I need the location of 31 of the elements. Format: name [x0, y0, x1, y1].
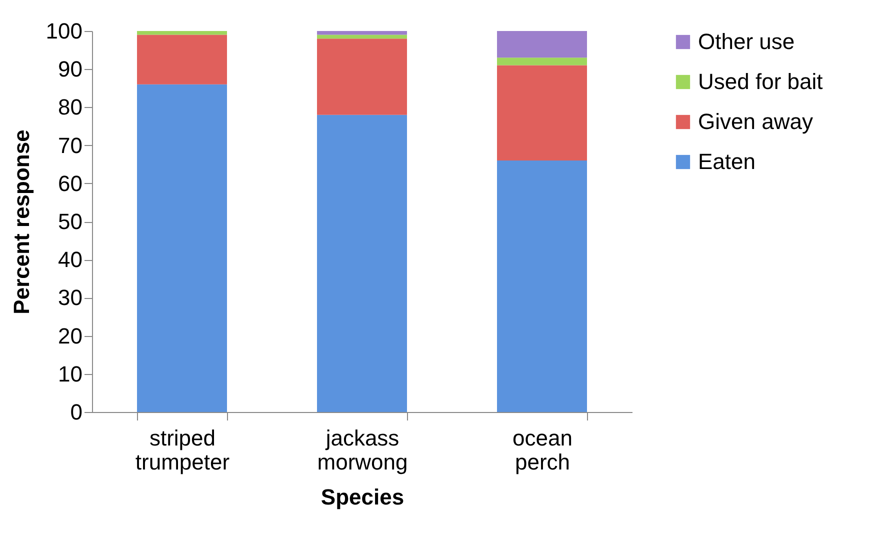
y-tick-label: 10 — [58, 361, 82, 386]
x-tick-label: jackass morwong — [317, 426, 408, 474]
y-tick-label: 40 — [58, 247, 82, 272]
bar — [137, 84, 227, 412]
legend-label: Other use — [698, 29, 795, 54]
y-tick-label: 60 — [58, 170, 82, 196]
x-tick-label: striped trumpeter — [135, 426, 230, 474]
legend-label: Eaten — [698, 149, 756, 174]
bar — [137, 34, 227, 84]
legend-label: Used for bait — [698, 69, 823, 94]
y-tick-label: 90 — [58, 56, 82, 82]
y-tick-label: 70 — [58, 132, 82, 158]
y-tick-label: 80 — [58, 94, 82, 120]
legend-label: Given away — [698, 109, 813, 134]
bar — [137, 31, 227, 35]
y-tick-label: 30 — [58, 285, 82, 310]
bar — [317, 114, 407, 412]
x-axis-title: Species — [320, 484, 404, 510]
y-axis-title: Percent response — [8, 130, 34, 314]
bar — [497, 31, 587, 58]
bar — [317, 31, 407, 35]
y-tick-label: 0 — [70, 400, 82, 424]
y-tick-label: 100 — [46, 18, 82, 44]
bar — [317, 38, 407, 115]
bar — [497, 65, 587, 161]
bar — [317, 34, 407, 39]
bar — [497, 58, 587, 66]
y-tick-label: 20 — [58, 323, 82, 348]
x-tick-label: ocean perch — [512, 426, 572, 474]
bar — [497, 160, 587, 412]
y-tick-label: 50 — [58, 209, 82, 234]
